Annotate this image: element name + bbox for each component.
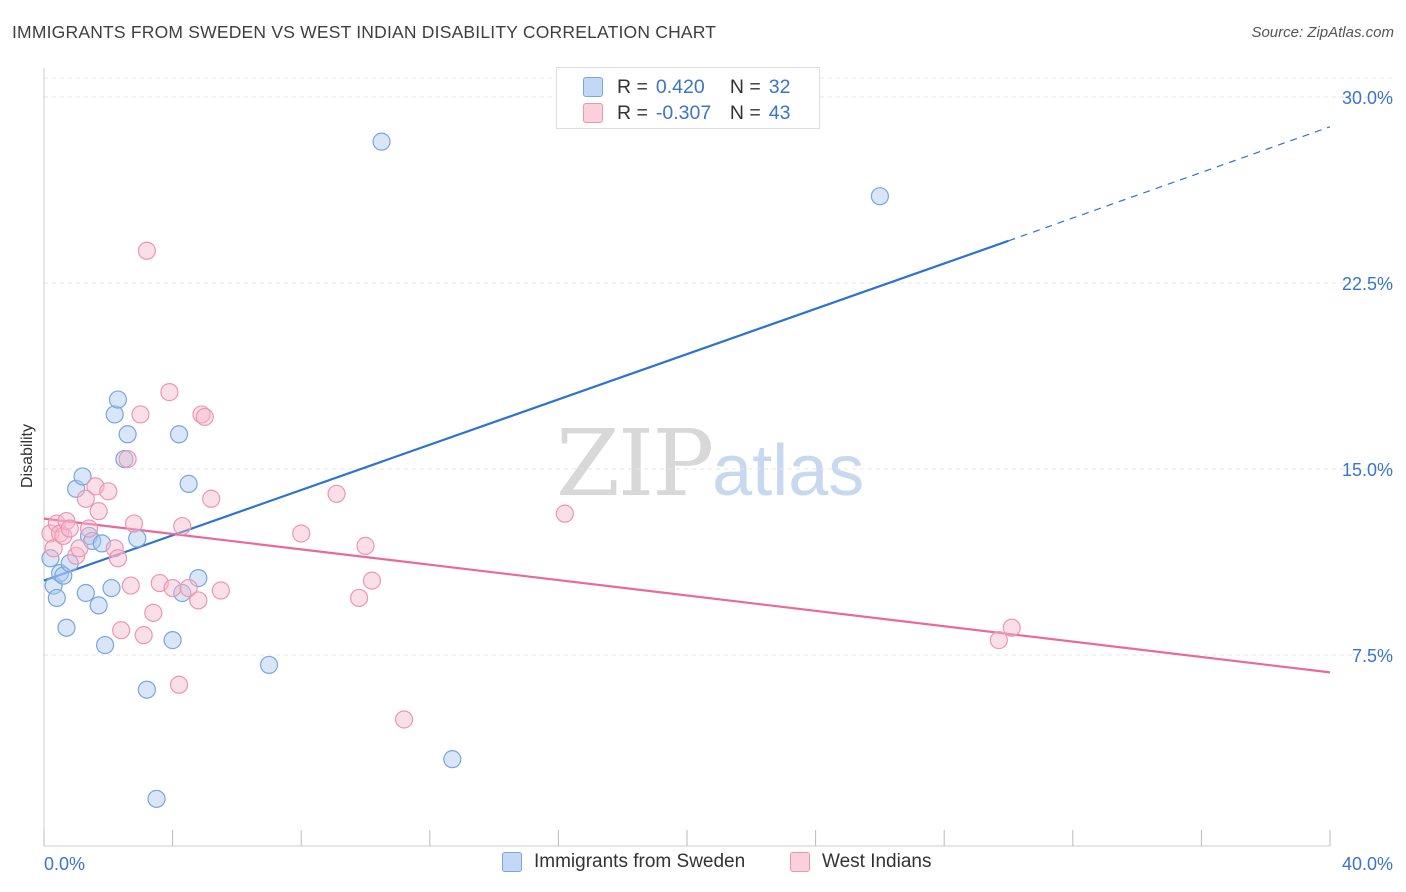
data-point-sweden: [76, 583, 95, 603]
watermark: ZIPatlas: [556, 410, 864, 517]
trend-line-sweden-extension: [1008, 126, 1331, 242]
stats-legend: R = 0.420 N = 32 R = -0.307 N = 43: [556, 67, 820, 129]
data-point-west-indians: [163, 578, 182, 598]
data-point-west-indians: [555, 504, 574, 523]
data-point-sweden: [57, 618, 76, 637]
data-point-sweden: [95, 635, 115, 655]
data-point-sweden: [102, 578, 121, 598]
series-legend-west-indians[interactable]: West Indians: [790, 851, 931, 873]
data-point-west-indians: [105, 539, 124, 558]
data-point-sweden: [443, 750, 462, 769]
data-point-west-indians: [160, 383, 179, 402]
data-point-west-indians: [362, 571, 382, 590]
data-point-west-indians: [356, 536, 375, 555]
data-point-sweden: [128, 529, 147, 548]
watermark-atlas: atlas: [712, 431, 865, 511]
data-point-sweden: [89, 596, 108, 615]
data-point-west-indians: [79, 519, 99, 538]
legend-r-value: -0.307: [655, 101, 712, 124]
data-point-sweden: [169, 425, 189, 444]
data-point-sweden: [47, 588, 66, 608]
data-point-sweden: [259, 655, 279, 675]
legend-r-label: R =: [617, 75, 648, 98]
legend-row-sweden: R = 0.420 N = 32: [583, 75, 790, 99]
data-point-west-indians: [99, 482, 118, 501]
data-point-west-indians: [989, 631, 1008, 650]
data-point-west-indians: [327, 484, 346, 503]
data-point-west-indians: [1002, 618, 1021, 637]
data-point-west-indians: [144, 603, 163, 622]
x-tick-label: 0.0%: [44, 854, 85, 874]
data-point-sweden: [147, 789, 166, 808]
data-point-west-indians: [131, 405, 150, 424]
y-tick-label: 15.0%: [1342, 460, 1393, 480]
data-point-west-indians: [124, 514, 144, 533]
data-point-west-indians: [121, 576, 140, 595]
data-point-sweden: [163, 631, 182, 650]
data-point-sweden: [108, 390, 128, 409]
data-point-west-indians: [169, 675, 189, 694]
series-swatch-pink: [790, 852, 810, 872]
data-point-west-indians: [89, 502, 108, 521]
data-point-sweden: [60, 554, 79, 573]
data-point-west-indians: [189, 591, 208, 610]
data-point-west-indians: [70, 539, 89, 558]
data-point-sweden: [50, 564, 70, 583]
data-point-sweden: [118, 425, 137, 444]
series-legend: Immigrants from Sweden West Indians: [0, 851, 1406, 877]
data-point-west-indians: [179, 578, 198, 598]
data-point-sweden: [870, 187, 890, 206]
data-point-west-indians: [118, 449, 137, 469]
watermark-zip: ZIP: [556, 410, 714, 517]
data-point-west-indians: [202, 489, 221, 508]
y-axis-label: Disability: [19, 423, 36, 489]
x-tick-label: 40.0%: [1342, 854, 1393, 874]
y-tick-label: 22.5%: [1342, 274, 1393, 294]
data-point-west-indians: [137, 241, 156, 260]
data-point-west-indians: [192, 405, 211, 424]
data-point-sweden: [105, 405, 124, 424]
legend-row-west-indians: R = -0.307 N = 43: [583, 101, 790, 125]
data-point-west-indians: [60, 519, 79, 538]
legend-r-value: 0.420: [655, 75, 705, 98]
data-point-west-indians: [292, 524, 311, 543]
y-tick-label: 7.5%: [1352, 646, 1393, 666]
data-point-west-indians: [394, 710, 414, 729]
data-point-west-indians: [349, 588, 369, 608]
trend-line-sweden: [43, 239, 1009, 582]
data-point-west-indians: [76, 489, 95, 508]
data-point-sweden: [372, 132, 391, 151]
data-point-sweden: [41, 549, 60, 568]
series-label-west-indians: West Indians: [822, 851, 932, 872]
series-legend-sweden[interactable]: Immigrants from Sweden: [502, 851, 745, 873]
data-point-west-indians: [54, 526, 73, 546]
legend-swatch-pink: [583, 103, 603, 123]
legend-n-label: N =: [729, 75, 761, 98]
legend-swatch-blue: [583, 77, 603, 97]
data-point-west-indians: [134, 626, 153, 645]
source-credit: Source: ZipAtlas.com: [1251, 24, 1394, 41]
series-swatch-blue: [502, 852, 522, 872]
legend-n-value: 32: [768, 75, 791, 98]
data-point-sweden: [137, 680, 156, 699]
data-point-sweden: [73, 467, 92, 486]
chart-title: IMMIGRANTS FROM SWEDEN VS WEST INDIAN DI…: [12, 22, 717, 42]
data-point-west-indians: [173, 516, 192, 536]
data-point-west-indians: [195, 407, 214, 427]
data-point-west-indians: [108, 549, 128, 568]
data-point-west-indians: [112, 621, 131, 640]
trend-line-west-indians: [43, 517, 1331, 674]
legend-n-value: 43: [768, 101, 791, 124]
data-point-west-indians: [211, 581, 230, 600]
data-point-sweden: [189, 569, 208, 588]
y-tick-label: 30.0%: [1342, 88, 1393, 108]
legend-n-label: N =: [729, 101, 761, 124]
data-point-sweden: [179, 474, 198, 493]
series-label-sweden: Immigrants from Sweden: [534, 851, 746, 872]
legend-r-label: R =: [617, 101, 648, 124]
